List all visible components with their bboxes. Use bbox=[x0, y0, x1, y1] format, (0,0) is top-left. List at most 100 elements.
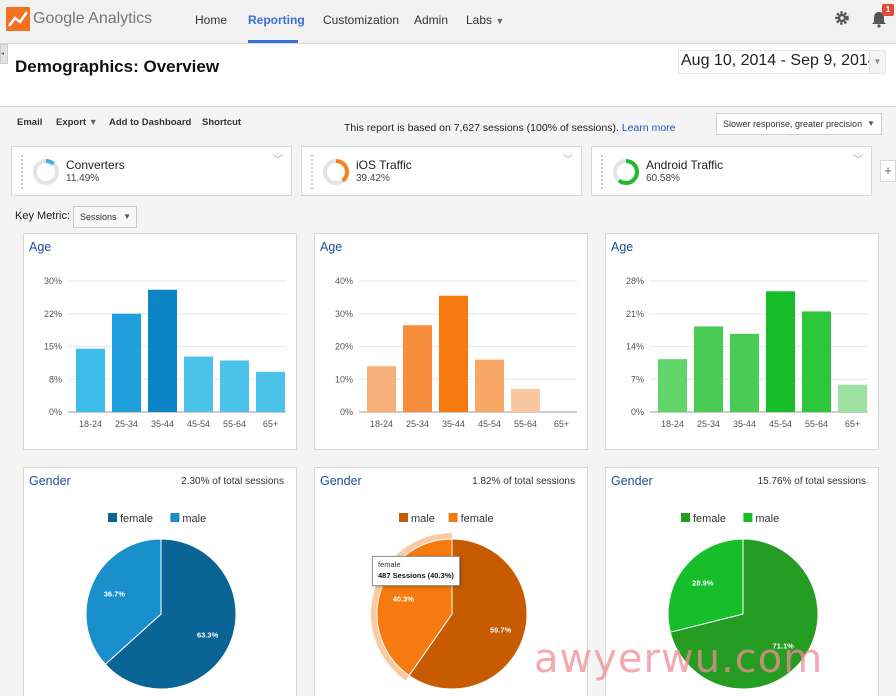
legend-swatch bbox=[448, 513, 458, 522]
x-tick-label: 18-24 bbox=[661, 419, 684, 429]
age-bar[interactable] bbox=[403, 325, 432, 412]
shortcut-button[interactable]: Shortcut bbox=[202, 117, 242, 128]
logo-icon[interactable] bbox=[6, 7, 30, 31]
age-bar[interactable] bbox=[184, 356, 213, 412]
nav-admin[interactable]: Admin bbox=[414, 13, 449, 27]
age-bar[interactable] bbox=[802, 311, 831, 412]
chevron-down-icon: ▼ bbox=[123, 212, 131, 221]
page-title: Demographics: Overview bbox=[15, 57, 220, 76]
donut-icon bbox=[613, 159, 639, 185]
age-bar-chart: 0% 8% 15% 22% 30% 18-24 25-34 35-44 45-54 55-64 65… bbox=[44, 276, 286, 429]
legend-label[interactable]: male bbox=[182, 513, 206, 525]
age-bar[interactable] bbox=[475, 359, 504, 412]
age-bar[interactable] bbox=[730, 333, 759, 412]
x-tick-label: 25-34 bbox=[115, 419, 138, 429]
panel-title: Age bbox=[320, 240, 343, 254]
slice-label: 71.1% bbox=[773, 641, 795, 650]
precision-select[interactable]: Slower response, greater precision ▼ bbox=[716, 113, 882, 135]
legend-label[interactable]: male bbox=[755, 513, 779, 525]
notification-badge[interactable]: 1 bbox=[882, 4, 894, 16]
age-bar[interactable] bbox=[439, 295, 468, 412]
legend-swatch bbox=[170, 513, 180, 522]
panel-title: Age bbox=[611, 240, 634, 254]
drag-handle[interactable] bbox=[21, 155, 23, 189]
slice-label: 28.9% bbox=[692, 579, 714, 588]
segment-card-android[interactable]: Android Traffic 60.58% ﹀ bbox=[591, 146, 872, 196]
legend-label[interactable]: female bbox=[461, 513, 494, 525]
chevron-down-icon[interactable]: ▼ bbox=[869, 51, 885, 73]
panel-title: Gender bbox=[611, 474, 653, 488]
segment-card-ios[interactable]: iOS Traffic 39.42% ﹀ bbox=[301, 146, 582, 196]
segment-percent: 39.42% bbox=[356, 173, 390, 184]
nav-labs[interactable]: Labs ▼ bbox=[466, 13, 504, 27]
pie-slice[interactable] bbox=[85, 538, 162, 666]
learn-more-link[interactable]: Learn more bbox=[621, 122, 676, 134]
age-bar[interactable] bbox=[511, 389, 540, 412]
gender-panel-android: Gender 15.76% of total sessions female ma… bbox=[605, 467, 879, 696]
key-metric-select[interactable]: Sessions ▼ bbox=[73, 206, 137, 228]
age-bar[interactable] bbox=[256, 371, 285, 412]
chevron-down-icon[interactable]: ﹀ bbox=[853, 155, 863, 166]
y-tick-label: 30% bbox=[335, 309, 353, 319]
brand-name[interactable]: Google Analytics bbox=[33, 10, 153, 27]
chevron-down-icon: ▼ bbox=[867, 119, 875, 128]
legend-label[interactable]: male bbox=[411, 513, 435, 525]
nav-home[interactable]: Home bbox=[195, 13, 228, 27]
export-button[interactable]: Export ▼ bbox=[56, 117, 98, 128]
gear-icon[interactable] bbox=[834, 10, 850, 26]
y-tick-label: 30% bbox=[44, 276, 62, 286]
age-bar[interactable] bbox=[112, 313, 141, 412]
age-bar[interactable] bbox=[838, 384, 867, 412]
age-bar[interactable] bbox=[367, 366, 396, 412]
gender-pie-chart: female male 63.3% 36.7% bbox=[85, 513, 237, 690]
donut-icon bbox=[33, 159, 59, 185]
x-tick-label: 65+ bbox=[554, 419, 569, 429]
chevron-down-icon[interactable]: ﹀ bbox=[563, 155, 573, 166]
gender-total: 15.76% of total sessions bbox=[757, 476, 866, 487]
y-tick-label: 20% bbox=[335, 342, 353, 352]
x-tick-label: 65+ bbox=[845, 419, 860, 429]
age-bar[interactable] bbox=[220, 360, 249, 412]
legend-label[interactable]: female bbox=[120, 513, 153, 525]
watermark: awyerwu.com bbox=[534, 636, 824, 682]
chevron-down-icon[interactable]: ﹀ bbox=[273, 155, 283, 166]
segment-name: Android Traffic bbox=[646, 158, 724, 172]
add-to-dashboard-button[interactable]: Add to Dashboard bbox=[109, 117, 192, 128]
segment-percent: 60.58% bbox=[646, 173, 680, 184]
legend-swatch bbox=[681, 513, 690, 522]
precision-value: Slower response, greater precision bbox=[723, 119, 863, 129]
age-bar-chart: 0% 7% 14% 21% 28% 18-24 25-34 35-44 45-54 55-64 65… bbox=[626, 276, 868, 429]
y-tick-label: 28% bbox=[626, 276, 644, 286]
active-tab-indicator bbox=[248, 40, 298, 43]
x-tick-label: 35-44 bbox=[151, 419, 174, 429]
nav-reporting[interactable]: Reporting bbox=[248, 13, 305, 27]
sidebar-toggle[interactable]: ◂ bbox=[0, 44, 8, 64]
pie-slice[interactable] bbox=[667, 538, 744, 633]
email-button[interactable]: Email bbox=[17, 117, 43, 128]
nav-customization[interactable]: Customization bbox=[323, 13, 400, 27]
date-range-picker[interactable]: Aug 10, 2014 - Sep 9, 2014 ▼ bbox=[678, 50, 886, 74]
gender-panel-converters: Gender 2.30% of total sessions female mal… bbox=[23, 467, 297, 696]
chevron-down-icon: ▼ bbox=[495, 16, 505, 26]
segment-card-converters[interactable]: Converters 11.49% ﹀ bbox=[11, 146, 292, 196]
drag-handle[interactable] bbox=[601, 155, 603, 189]
age-bar[interactable] bbox=[76, 348, 105, 412]
x-tick-label: 55-64 bbox=[223, 419, 246, 429]
chevron-down-icon: ▼ bbox=[88, 117, 98, 127]
tooltip-label: female bbox=[378, 560, 401, 569]
age-bar[interactable] bbox=[658, 359, 687, 412]
pie-slice[interactable] bbox=[669, 538, 819, 690]
y-tick-label: 21% bbox=[626, 309, 644, 319]
pie-slice[interactable] bbox=[104, 538, 237, 690]
add-segment-button[interactable]: + bbox=[880, 160, 896, 182]
age-bar[interactable] bbox=[766, 291, 795, 412]
legend-label[interactable]: female bbox=[693, 513, 726, 525]
panel-title: Gender bbox=[29, 474, 71, 488]
pie-slice[interactable] bbox=[408, 538, 528, 690]
age-bar[interactable] bbox=[694, 326, 723, 412]
drag-handle[interactable] bbox=[311, 155, 313, 189]
legend-swatch bbox=[743, 513, 753, 522]
age-bar[interactable] bbox=[148, 289, 177, 412]
key-metric-label: Key Metric: bbox=[15, 210, 71, 222]
age-panel-converters: Age 0% 8% 15% 22% 30% 18-24 25-34 35-44 45-54 55-… bbox=[23, 233, 297, 450]
